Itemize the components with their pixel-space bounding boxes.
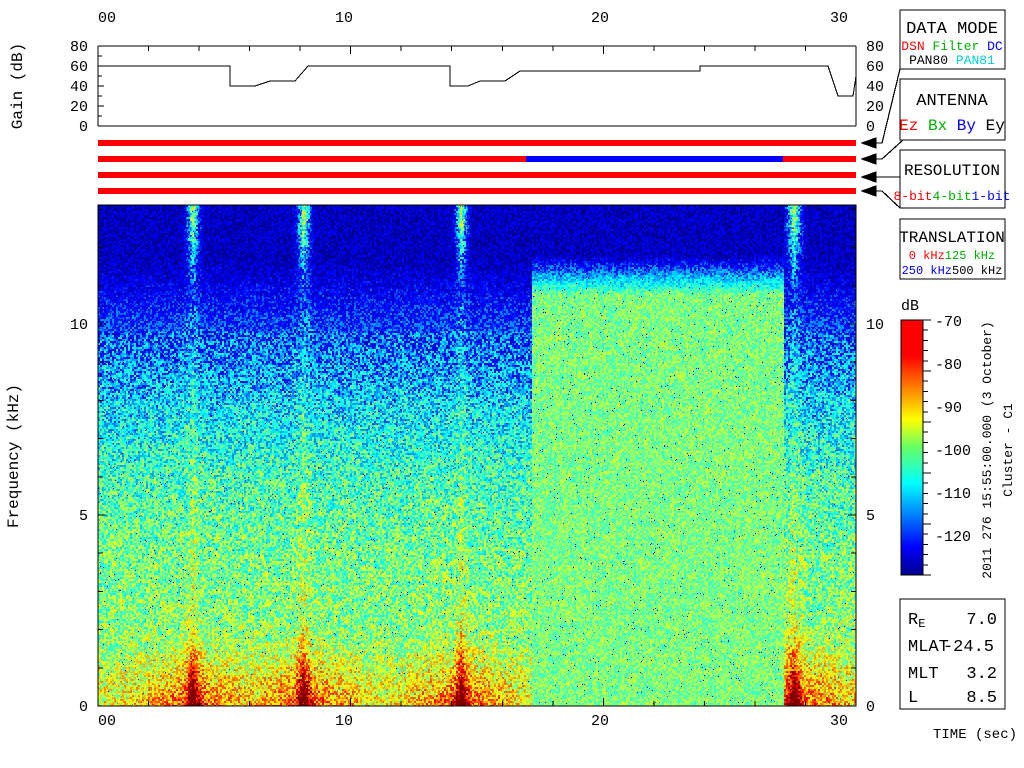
svg-text:Cluster - C1: Cluster - C1 (1001, 403, 1016, 497)
svg-text:5: 5 (79, 508, 88, 525)
svg-text:10: 10 (70, 317, 88, 334)
svg-text:Ez Bx By Ey: Ez Bx By Ey (899, 117, 1005, 135)
svg-text:-24.5: -24.5 (943, 638, 994, 657)
svg-text:Gain (dB): Gain (dB) (9, 43, 27, 129)
svg-text:60: 60 (70, 59, 88, 76)
svg-text:0: 0 (79, 699, 88, 716)
svg-text:TIME (sec): TIME (sec) (933, 727, 1017, 743)
svg-text:MLT: MLT (908, 665, 939, 684)
svg-text:-70: -70 (935, 314, 962, 331)
svg-text:00: 00 (98, 713, 116, 730)
svg-text:8.5: 8.5 (966, 689, 997, 708)
svg-text:10: 10 (866, 317, 884, 334)
svg-text:80: 80 (866, 39, 884, 56)
svg-text:20: 20 (70, 99, 88, 116)
svg-text:PAN80 PAN81: PAN80 PAN81 (909, 53, 995, 68)
svg-text:0 kHz125 kHz: 0 kHz125 kHz (909, 249, 995, 263)
svg-text:0: 0 (79, 119, 88, 136)
svg-text:-80: -80 (935, 357, 962, 374)
svg-text:0: 0 (866, 699, 875, 716)
svg-text:8-bit4-bit1-bit: 8-bit4-bit1-bit (893, 189, 1010, 204)
svg-text:60: 60 (866, 59, 884, 76)
svg-text:TRANSLATION: TRANSLATION (899, 229, 1005, 247)
svg-text:20: 20 (591, 10, 609, 27)
svg-text:-120: -120 (935, 529, 971, 546)
svg-text:5: 5 (866, 508, 875, 525)
svg-text:DATA MODE: DATA MODE (906, 20, 998, 39)
svg-text:40: 40 (70, 79, 88, 96)
svg-text:ANTENNA: ANTENNA (916, 92, 988, 111)
svg-text:20: 20 (591, 713, 609, 730)
svg-text:20: 20 (866, 99, 884, 116)
svg-text:00: 00 (98, 10, 116, 27)
svg-text:dB: dB (901, 298, 919, 315)
svg-text:10: 10 (335, 10, 353, 27)
svg-text:-90: -90 (935, 400, 962, 417)
svg-text:DSN Filter DC: DSN Filter DC (901, 39, 1003, 54)
svg-text:3.2: 3.2 (966, 665, 997, 684)
svg-text:80: 80 (70, 39, 88, 56)
svg-text:L: L (908, 689, 918, 708)
svg-text:10: 10 (335, 713, 353, 730)
svg-text:-100: -100 (935, 443, 971, 460)
svg-text:30: 30 (830, 10, 848, 27)
svg-text:40: 40 (866, 79, 884, 96)
svg-text:RESOLUTION: RESOLUTION (904, 162, 1000, 180)
svg-text:Frequency (kHz): Frequency (kHz) (5, 384, 23, 528)
svg-text:0: 0 (866, 119, 875, 136)
svg-text:7.0: 7.0 (966, 611, 997, 630)
svg-text:-110: -110 (935, 486, 971, 503)
svg-text:250 kHz500 kHz: 250 kHz500 kHz (902, 264, 1003, 278)
svg-text:2011 276 15:55:00.000 (3 Octob: 2011 276 15:55:00.000 (3 October) (980, 321, 995, 578)
svg-text:30: 30 (830, 713, 848, 730)
